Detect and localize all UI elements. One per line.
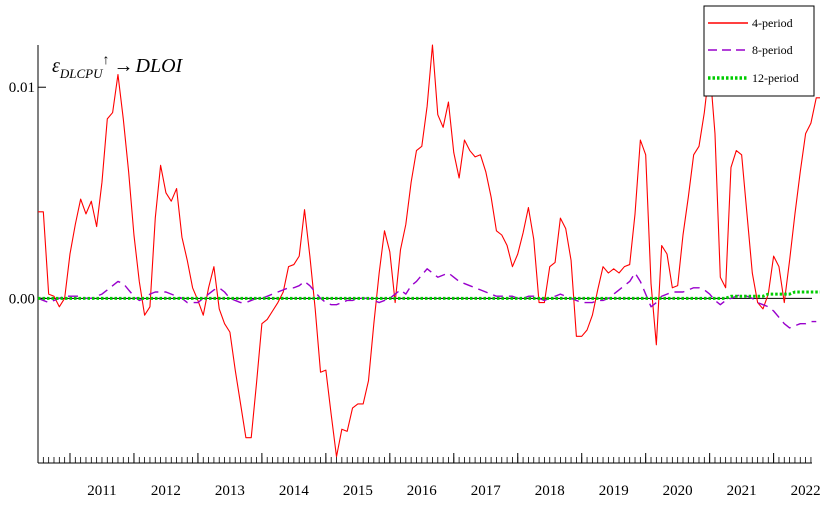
title-symbol: ε xyxy=(52,55,60,77)
x-tick-label: 2020 xyxy=(663,483,693,499)
title-subscript: DLCPU xyxy=(59,66,104,81)
x-tick-label: 2012 xyxy=(151,483,181,499)
x-tick-label: 2015 xyxy=(343,483,373,499)
series-line-8-period xyxy=(37,268,817,329)
axes: 2011 2012 2013 2014 2015 2016 2017 2018 2019 2020… xyxy=(9,45,820,499)
series-layer xyxy=(37,44,820,458)
x-tick-label: 2016 xyxy=(407,483,438,499)
legend-label-8-period: 8-period xyxy=(752,43,793,57)
legend: 4-period 8-period 12-period xyxy=(703,5,815,97)
title-superscript: ↑ xyxy=(103,53,110,68)
x-tick-label: 2021 xyxy=(727,483,757,499)
legend-label-12-period: 12-period xyxy=(752,71,799,85)
x-tick-label: 2019 xyxy=(599,483,629,499)
x-tick-label: 2018 xyxy=(535,483,565,499)
x-tick-label: 2011 xyxy=(87,483,116,499)
x-tick-label: 2017 xyxy=(471,483,502,499)
title-target: DLOI xyxy=(135,55,184,77)
series-line-12-period xyxy=(38,290,820,300)
x-tick-label: 2013 xyxy=(215,483,245,499)
x-tick-label: 2022 xyxy=(791,483,820,499)
y-tick-label: 0.01 xyxy=(9,80,35,96)
title-arrow: → xyxy=(114,55,134,77)
x-tick-label: 2014 xyxy=(279,483,310,499)
chart-title: εDLCPU↑ → DLOI xyxy=(52,53,184,81)
series-line-4-period xyxy=(38,44,820,458)
legend-label-4-period: 4-period xyxy=(752,16,793,30)
y-tick-label: 0.00 xyxy=(9,291,35,307)
legend-box xyxy=(703,5,815,97)
